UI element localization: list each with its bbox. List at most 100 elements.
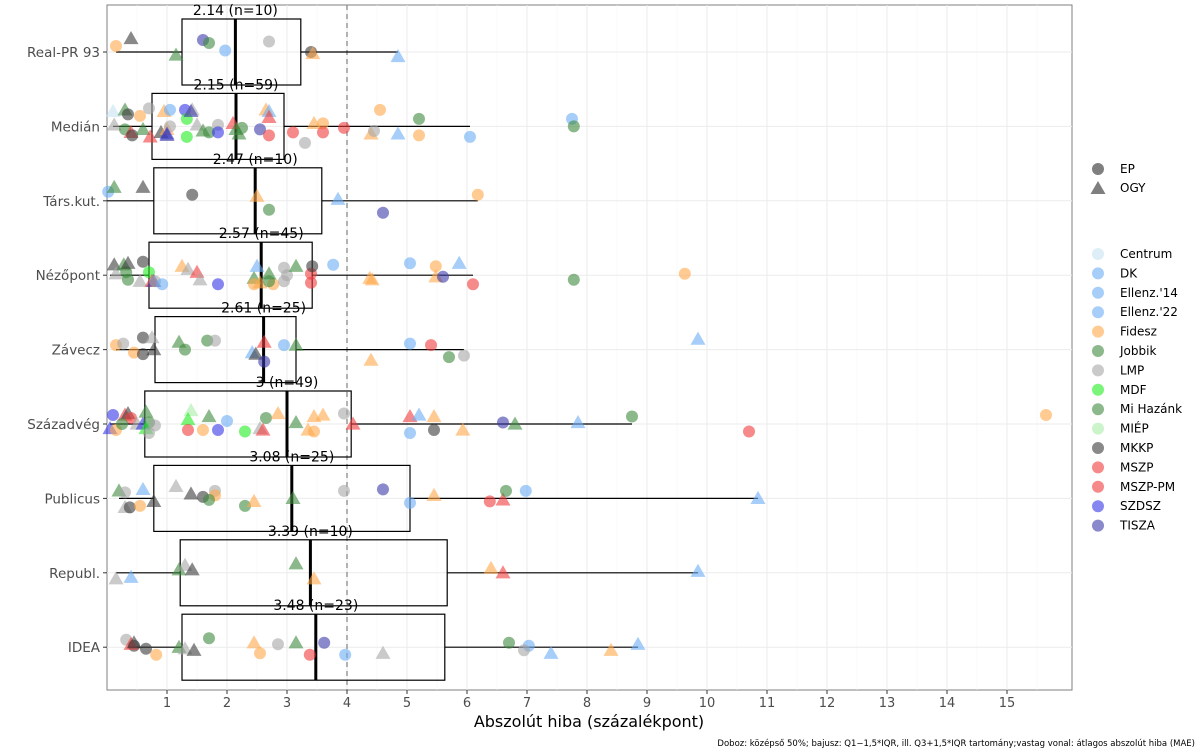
point-ep-fidesz: [110, 40, 122, 52]
x-tick-label-1: 1: [163, 696, 171, 711]
point-ep-jobbik: [236, 121, 248, 134]
point-ogy-lmp: [106, 117, 122, 131]
point-ogy-jobbik: [285, 490, 301, 505]
point-ogy-lmp: [108, 266, 124, 280]
box-real-pr-93: [116, 18, 398, 86]
point-ogy-lmp: [168, 478, 184, 493]
point-ep-lmp: [518, 644, 530, 657]
point-ep-lmp: [143, 102, 155, 115]
point-ep-lmp: [368, 124, 380, 137]
legend-label-lmp: LMP: [1120, 363, 1144, 377]
legend-key-dk: [1092, 267, 1104, 280]
point-ep-dk: [219, 44, 232, 57]
y-tick-label-tars-kut: Társ.kut.: [42, 194, 100, 210]
point-ep-jobbik: [203, 126, 215, 139]
point-ep-fidesz: [317, 117, 329, 130]
point-ogy-jobbik: [288, 337, 304, 351]
point-ogy-dk: [570, 415, 586, 429]
point-ep-mkkp: [306, 260, 319, 273]
point-ep-dk: [404, 337, 416, 350]
point-ogy-mszp: [261, 109, 277, 124]
point-ep-dk: [464, 130, 476, 143]
point-ep-lmp: [272, 638, 284, 651]
point-ep-mkkp: [123, 501, 136, 514]
point-ep-fidesz: [308, 425, 320, 438]
x-tick-label-9: 9: [643, 696, 651, 711]
point-ep-lmp: [263, 35, 275, 48]
point-ep-jobbik: [567, 120, 580, 133]
point-ep-jobbik: [626, 410, 638, 423]
point-ep-lmp: [281, 269, 293, 282]
legend-key-circle-icon: [1092, 163, 1104, 175]
point-ogy-lmp: [177, 557, 193, 571]
point-ogy-dk: [249, 258, 265, 272]
point-ep-mszp: [263, 129, 275, 142]
point-ogy-tisza: [183, 103, 199, 118]
point-ogy-lmp: [180, 261, 196, 275]
point-ogy-fidesz: [305, 46, 321, 60]
point-ogy-fidesz: [483, 560, 499, 574]
legend-key-mi-hazank: [1092, 403, 1104, 416]
point-ogy-mkkp: [146, 342, 162, 356]
point-ep-mszp: [338, 121, 350, 134]
point-ogy-dk: [451, 255, 467, 269]
point-ogy-mszp: [142, 129, 158, 143]
point-ep-fidesz: [471, 188, 484, 201]
point-ogy-dk: [390, 49, 406, 63]
point-ogy-jobbik: [168, 47, 184, 61]
point-ep-jobbik: [203, 632, 215, 645]
point-ogy-fidesz: [270, 406, 286, 420]
legend-label-mszp: MSZP: [1120, 460, 1153, 474]
box-label-real-pr-93: 2.14 (n=10): [193, 3, 278, 19]
legend-key-ellenz-14: [1092, 286, 1104, 299]
point-ogy-jobbik: [507, 416, 523, 430]
point-ep-tisza: [377, 206, 389, 219]
legend-label-miep: MIÉP: [1120, 421, 1149, 436]
x-axis: 1 2 3 4 5 6 7 8 9 10 11 12 13 14 15: [163, 690, 1015, 711]
point-ep-dk: [404, 496, 416, 509]
point-ep-mkkp: [140, 642, 152, 655]
point-ogy-jobbik: [135, 121, 151, 136]
point-ep-lmp: [149, 419, 161, 432]
point-ep-dk: [519, 484, 532, 497]
legend-key-mszp-pm: [1092, 480, 1104, 493]
legend-label-ellenz-14: Ellenz.'14: [1120, 286, 1178, 300]
point-ogy-fidesz: [426, 487, 442, 502]
legend-key-jobbik: [1092, 345, 1104, 357]
legend-key-ellenz-22: [1092, 306, 1104, 319]
point-ep-mszp: [317, 126, 329, 139]
point-ep-mszp: [182, 424, 194, 436]
point-ep-fidesz: [150, 648, 163, 661]
point-ogy-fidesz: [252, 275, 268, 289]
y-tick-label-nezopont: Nézőpont: [36, 268, 100, 284]
point-ogy-mkkp: [186, 642, 202, 656]
point-ep-mszp: [743, 425, 755, 438]
legend-label-mszp-pm: MSZP-PM: [1120, 480, 1175, 494]
point-ep-lmp: [299, 136, 311, 149]
point-ep-mszp: [125, 412, 137, 424]
point-ogy-mszp: [495, 565, 511, 579]
point-ep-dk: [404, 427, 416, 439]
point-ep-jobbik: [116, 418, 128, 430]
point-ep-dk: [156, 278, 169, 291]
point-ogy-mszp: [345, 416, 361, 430]
point-ep-szdsz: [212, 126, 224, 139]
point-ep-szdsz: [212, 278, 224, 291]
point-ogy-mkkp: [146, 493, 162, 508]
point-ogy-dk: [690, 331, 706, 345]
x-tick-label-12: 12: [819, 696, 836, 711]
point-ep-jobbik: [500, 484, 512, 497]
point-ogy-centrum: [105, 103, 121, 118]
box-label-zavecz: 2.61 (n=25): [221, 301, 306, 317]
point-ogy-mkkp: [123, 31, 139, 45]
point-ep-tisza: [254, 123, 266, 136]
point-ogy-dk: [135, 481, 151, 496]
x-tick-label-5: 5: [403, 696, 411, 711]
iqr-box: [153, 167, 323, 235]
point-ep-mdf: [239, 425, 251, 438]
point-ogy-mszp: [255, 422, 271, 436]
x-tick-label-13: 13: [879, 696, 896, 711]
point-ogy-dk: [690, 563, 706, 577]
legend-label-jobbik: Jobbik: [1119, 344, 1156, 358]
